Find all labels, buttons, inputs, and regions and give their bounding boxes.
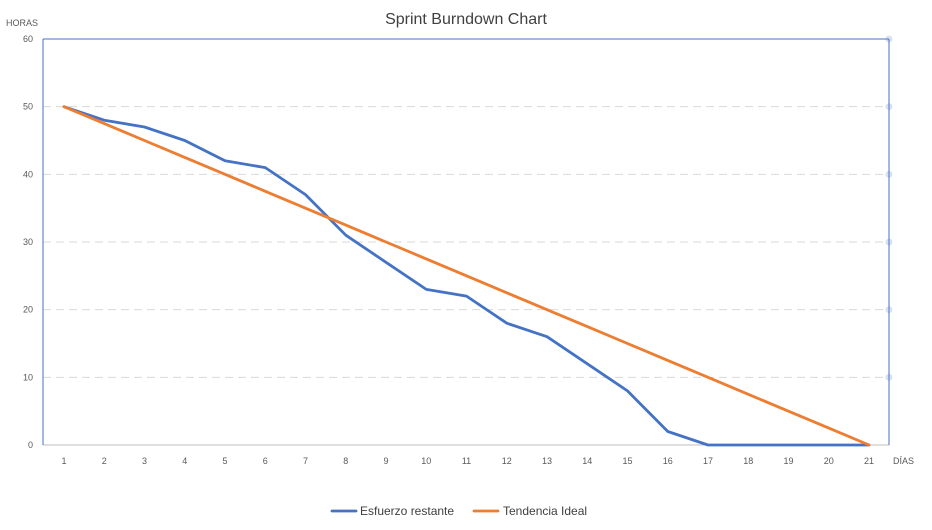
y-tick-label-60: 60 [23, 34, 33, 44]
x-tick-label-4: 4 [182, 456, 187, 466]
legend-label-remaining-effort: Esfuerzo restante [360, 504, 454, 518]
series-lines [62, 105, 871, 447]
series-line-ideal-trend [62, 105, 871, 447]
x-tick-label-15: 15 [622, 456, 632, 466]
x-tick-labels: 1 2 3 4 5 6 7 8 9 10 11 12 13 14 15 16 17 18 19 20 21 [61, 456, 874, 466]
x-tick-label-7: 7 [303, 456, 308, 466]
x-tick-label-10: 10 [421, 456, 431, 466]
y-tick-label-20: 20 [23, 305, 33, 315]
x-tick-label-5: 5 [222, 456, 227, 466]
x-tick-label-8: 8 [343, 456, 348, 466]
x-tick-label-20: 20 [824, 456, 834, 466]
x-tick-label-13: 13 [542, 456, 552, 466]
x-tick-label-16: 16 [663, 456, 673, 466]
series-line-remaining-effort [62, 105, 871, 447]
x-tick-label-21: 21 [864, 456, 874, 466]
x-tick-label-14: 14 [582, 456, 592, 466]
x-tick-label-18: 18 [743, 456, 753, 466]
y-tick-label-40: 40 [23, 169, 33, 179]
chart-title: Sprint Burndown Chart [385, 11, 547, 28]
x-tick-label-12: 12 [502, 456, 512, 466]
y-tick-label-10: 10 [23, 372, 33, 382]
x-axis-unit-label: DÍAS [893, 456, 914, 466]
legend-label-ideal-trend: Tendencia Ideal [503, 504, 587, 518]
x-tick-label-2: 2 [102, 456, 107, 466]
x-tick-label-9: 9 [383, 456, 388, 466]
y-tick-label-50: 50 [23, 102, 33, 112]
y-tick-label-0: 0 [28, 440, 33, 450]
legend: Esfuerzo restante Tendencia Ideal [330, 504, 587, 518]
y-tick-label-30: 30 [23, 237, 33, 247]
y-tick-labels: 0 10 20 30 40 50 60 [23, 34, 33, 450]
gridlines [43, 35, 893, 381]
y-axis-unit-label: HORAS [6, 18, 38, 28]
x-tick-label-19: 19 [783, 456, 793, 466]
x-tick-label-17: 17 [703, 456, 713, 466]
x-tick-label-3: 3 [142, 456, 147, 466]
x-tick-label-11: 11 [462, 456, 471, 466]
x-tick-label-1: 1 [61, 456, 66, 466]
x-tick-label-6: 6 [263, 456, 268, 466]
